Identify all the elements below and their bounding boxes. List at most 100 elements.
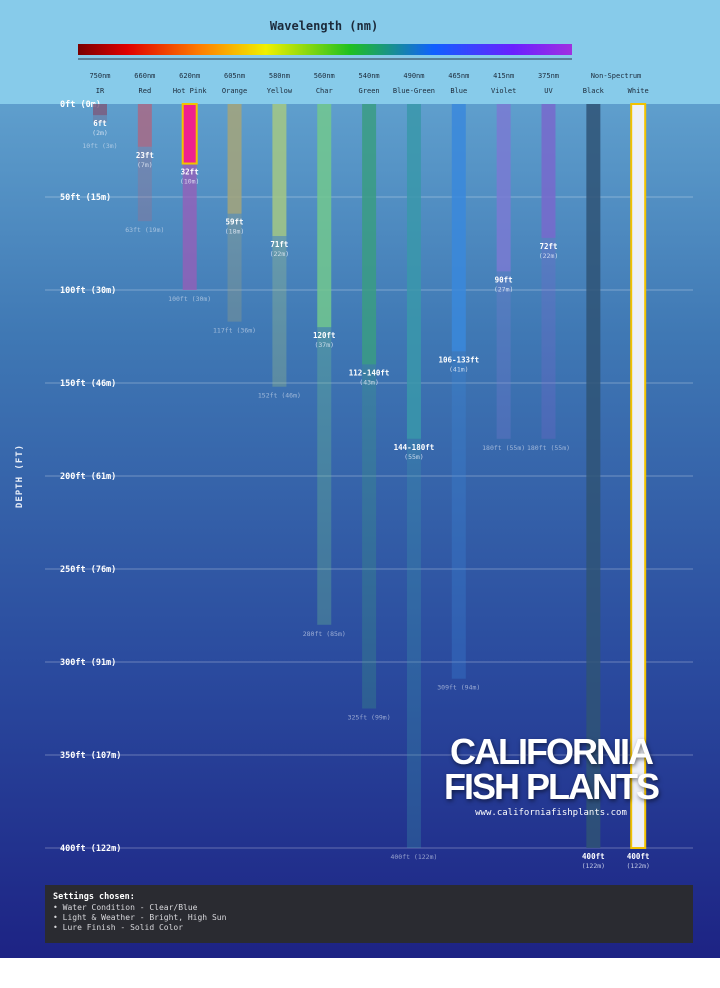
color-name-label: Hot Pink [173, 87, 208, 95]
visible-depth-label: 32ft [181, 168, 199, 177]
max-depth-label: 280ft (85m) [303, 630, 346, 638]
visible-depth-bar [137, 104, 152, 147]
faded-depth-bar [272, 236, 287, 387]
max-depth-label: 309ft (94m) [437, 684, 480, 692]
logo-line-1: CALIFORNIA [450, 731, 654, 772]
color-name-label: Blue-Green [393, 87, 435, 95]
max-depth-label: 117ft (36m) [213, 327, 256, 335]
faded-depth-bar [362, 364, 377, 709]
faded-depth-bar [137, 146, 152, 222]
visible-depth-label: 90ft [495, 275, 513, 284]
wavelength-label: 605nm [224, 72, 245, 80]
visible-depth-bar [406, 104, 421, 439]
visible-depth-meters: (2m) [92, 129, 108, 137]
visible-depth-bar [541, 104, 556, 238]
visible-depth-meters: (37m) [314, 341, 334, 349]
color-name-label: Green [359, 87, 380, 95]
visible-depth-label: 71ft [270, 240, 288, 249]
max-depth-label: 10ft (3m) [82, 142, 117, 150]
visible-depth-bar [227, 104, 242, 214]
color-name-label: Yellow [267, 87, 293, 95]
visible-depth-meters: (10m) [180, 178, 200, 186]
depth-chart: Wavelength (nm) DEPTH (FT) 0ft (0m) 50ft (1… [0, 0, 720, 958]
visible-depth-label: 144-180ft [394, 443, 435, 452]
visible-depth-bar [451, 104, 466, 352]
visible-depth-meters: (122m) [582, 862, 605, 870]
visible-depth-meters: (18m) [225, 228, 245, 236]
wavelength-label: 580nm [269, 72, 290, 80]
faded-depth-bar [317, 327, 332, 625]
visible-depth-label: 72ft [539, 242, 557, 251]
visible-depth-label: 400ft [627, 852, 650, 861]
y-tick-label: 150ft (46m) [60, 379, 116, 389]
max-depth-label: 63ft (19m) [125, 226, 164, 234]
wavelength-label: 750nm [89, 72, 110, 80]
visible-depth-label: 120ft [313, 331, 336, 340]
max-depth-label: 325ft (99m) [348, 714, 391, 722]
visible-depth-meters: (7m) [137, 161, 153, 169]
visible-depth-bar [93, 104, 107, 116]
y-tick-label: 200ft (61m) [60, 472, 116, 482]
color-name-label: Violet [491, 87, 516, 95]
color-name-label: White [628, 87, 649, 95]
faded-depth-bar [93, 115, 107, 123]
wavelength-spectrum-bar [78, 44, 572, 55]
visible-depth-bar [630, 103, 647, 849]
color-name-label: Char [316, 87, 333, 95]
settings-item: • Lure Finish - Solid Color [53, 923, 184, 932]
max-depth-label: 152ft (46m) [258, 392, 301, 400]
color-name-label: Black [583, 87, 605, 95]
max-depth-label: 100ft (30m) [168, 295, 211, 303]
visible-depth-meters: (55m) [404, 453, 424, 461]
wavelength-label: 620nm [179, 72, 200, 80]
visible-depth-bar [586, 104, 601, 848]
logo-url: www.californiafishplants.com [475, 808, 627, 818]
visible-depth-bar [317, 104, 332, 328]
visible-depth-label: 106-133ft [438, 355, 479, 364]
visible-depth-meters: (43m) [359, 378, 379, 386]
settings-item: • Light & Weather - Bright, High Sun [53, 913, 227, 922]
visible-depth-bar [496, 104, 511, 272]
logo-line-2: FISH PLANTS [444, 766, 659, 807]
y-tick-label: 250ft (76m) [60, 565, 116, 575]
color-name-label: Orange [222, 87, 247, 95]
wavelength-label: 415nm [493, 72, 514, 80]
y-tick-label: 300ft (91m) [60, 658, 116, 668]
max-depth-label: 400ft (122m) [390, 853, 437, 861]
faded-depth-bar [541, 237, 556, 439]
wavelength-label: 465nm [448, 72, 469, 80]
faded-depth-bar [227, 213, 242, 322]
y-tick-label: 50ft (15m) [60, 193, 111, 203]
visible-depth-meters: (41m) [449, 365, 469, 373]
y-tick-label: 0ft (0m) [60, 100, 101, 110]
wavelength-label: 540nm [359, 72, 380, 80]
faded-depth-bar [406, 438, 421, 848]
chart-title: Wavelength (nm) [270, 19, 378, 33]
max-depth-label: 180ft (55m) [482, 444, 525, 452]
y-tick-label: 350ft (107m) [60, 751, 121, 761]
visible-depth-bar [272, 104, 287, 237]
visible-depth-label: 400ft [582, 852, 605, 861]
settings-panel: Settings chosen: • Water Condition - Cle… [45, 885, 693, 943]
color-name-label: IR [96, 87, 105, 95]
color-name-label: Red [139, 87, 152, 95]
visible-depth-bar [181, 103, 198, 165]
max-depth-label: 180ft (55m) [527, 444, 570, 452]
y-tick-label: 400ft (122m) [60, 844, 121, 854]
faded-depth-bar [496, 271, 511, 439]
visible-depth-label: 23ft [136, 151, 154, 160]
visible-depth-label: 6ft [93, 119, 107, 128]
visible-depth-meters: (22m) [539, 252, 559, 260]
wavelength-label: 660nm [134, 72, 155, 80]
visible-depth-label: 112-140ft [349, 368, 390, 377]
visible-depth-bar [362, 104, 377, 365]
visible-depth-label: 59ft [226, 218, 244, 227]
wavelength-label: 490nm [403, 72, 424, 80]
faded-depth-bar [451, 351, 466, 679]
settings-heading: Settings chosen: [53, 892, 135, 902]
wavelength-label: 375nm [538, 72, 559, 80]
faded-depth-bar [182, 163, 197, 290]
y-tick-label: 100ft (30m) [60, 286, 116, 296]
visible-depth-meters: (22m) [270, 250, 290, 258]
y-axis-label: DEPTH (FT) [15, 444, 25, 508]
